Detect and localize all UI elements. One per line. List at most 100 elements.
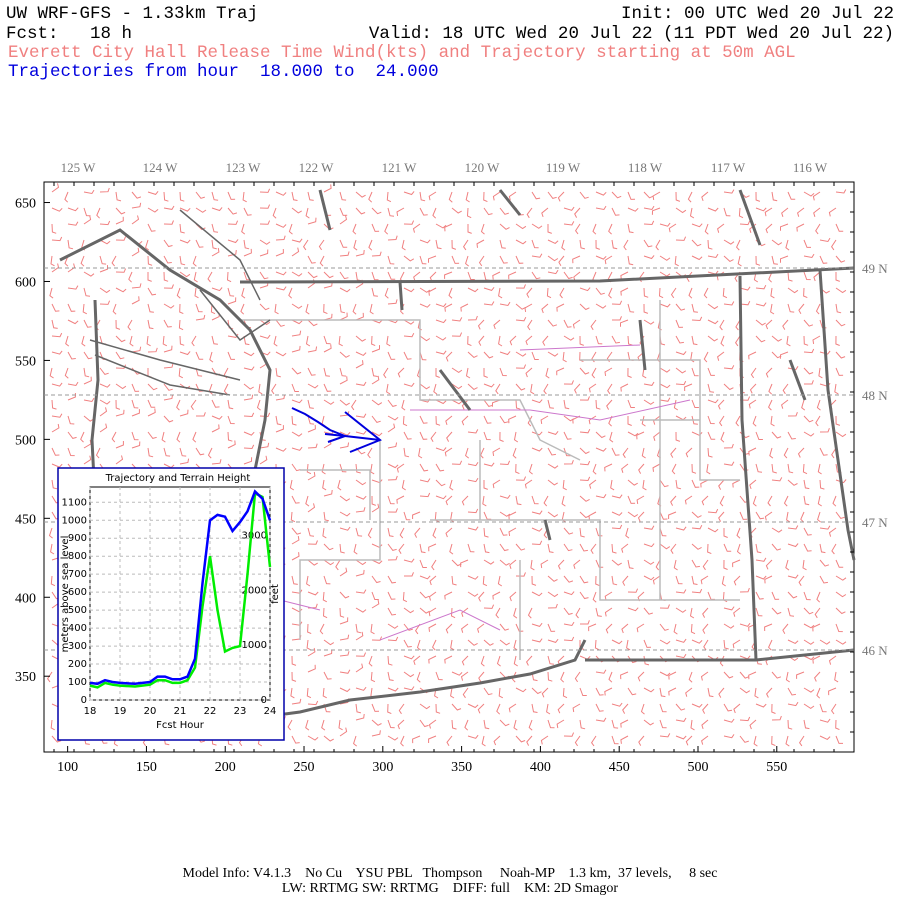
wind-barb: [611, 702, 623, 707]
wind-barb: [99, 187, 110, 193]
wind-barb: [444, 271, 453, 279]
wind-barb: [499, 460, 511, 466]
wind-barb: [623, 239, 629, 251]
wind-barb: [179, 409, 189, 417]
wind-barb: [748, 671, 757, 680]
wind-barb: [541, 687, 549, 698]
wind-barb: [223, 383, 229, 395]
wind-barb: [192, 431, 197, 443]
wind-barb: [318, 239, 325, 251]
wind-barb: [531, 431, 543, 436]
wind-barb: [575, 607, 581, 619]
wind-barb: [115, 409, 125, 417]
wind-barb: [621, 623, 629, 634]
wind-barb: [353, 735, 358, 747]
wind-barb: [498, 687, 504, 699]
wind-barb: [435, 671, 443, 681]
wind-barb: [243, 394, 254, 401]
wind-barb: [493, 735, 501, 746]
wind-barb: [563, 636, 575, 642]
wind-barb: [595, 669, 607, 674]
wind-barb: [753, 271, 759, 283]
wind-barb: [627, 303, 635, 313]
wind-barb: [835, 735, 843, 744]
wind-barb: [787, 431, 796, 440]
wind-barb: [291, 431, 303, 437]
wind-barb: [419, 607, 430, 614]
wind-barb: [835, 335, 840, 346]
wind-barb: [595, 205, 607, 211]
wind-barb: [547, 719, 555, 729]
longitude-label: 123 W: [226, 160, 262, 175]
wind-barb: [545, 367, 550, 379]
wind-barb: [275, 447, 287, 452]
wind-barb: [241, 223, 246, 235]
forecast-hour: Fcst: 18 h: [6, 24, 132, 44]
wind-barb: [595, 287, 605, 295]
wind-barb: [288, 287, 293, 299]
wind-barb: [444, 591, 453, 600]
wind-barb: [403, 431, 412, 440]
wind-barb: [387, 655, 393, 666]
wind-barb: [460, 303, 469, 312]
wind-barb: [653, 415, 661, 425]
wind-barb: [227, 333, 239, 338]
latitude-label: 49 N: [862, 261, 888, 276]
wind-barb: [461, 495, 469, 506]
wind-barb: [339, 431, 351, 436]
wind-barb: [387, 271, 396, 280]
wind-barb: [643, 205, 655, 211]
wind-barb: [256, 399, 261, 411]
wind-barb: [403, 623, 413, 631]
wind-barb: [404, 572, 414, 577]
wind-barb: [195, 239, 204, 248]
wind-barb: [787, 543, 799, 548]
wind-barb: [307, 559, 318, 566]
wind-barb: [243, 412, 255, 418]
data-line: [89, 489, 272, 686]
wind-barb: [675, 236, 687, 241]
wind-barb: [243, 366, 255, 371]
wind-barb: [51, 332, 63, 338]
wind-barb: [483, 415, 492, 424]
wind-barb: [480, 655, 485, 667]
wind-barb: [739, 220, 751, 226]
wind-barb: [691, 335, 698, 346]
wind-barb: [563, 591, 575, 596]
wind-barb: [707, 431, 716, 440]
wind-barb: [271, 383, 277, 395]
wind-barb: [307, 346, 318, 353]
wind-barb: [755, 607, 763, 617]
wind-barb: [429, 575, 437, 586]
wind-barb: [835, 303, 842, 314]
wind-barb: [579, 351, 584, 363]
wind-barb: [370, 671, 376, 683]
wind-barb: [653, 431, 661, 441]
wind-barb: [787, 366, 799, 371]
wind-barb: [819, 447, 828, 456]
wind-barb: [387, 207, 395, 217]
wind-barb: [323, 559, 335, 566]
wind-barb: [525, 655, 533, 666]
wind-barb: [579, 476, 591, 482]
wind-barb: [643, 381, 655, 386]
wind-barb: [638, 463, 645, 474]
wind-barb: [428, 719, 437, 729]
wind-barb: [290, 687, 295, 699]
wind-barb: [765, 559, 773, 570]
wind-barb: [782, 623, 789, 634]
wind-barb: [563, 543, 573, 552]
wind-barb: [339, 495, 351, 502]
wind-barb: [573, 383, 581, 394]
wind-barb: [339, 191, 347, 201]
wind-barb: [291, 607, 303, 613]
wind-barb: [643, 399, 655, 405]
wind-barb: [478, 335, 485, 346]
wind-barb: [611, 575, 618, 586]
longitude-label: 116 W: [793, 160, 828, 175]
wind-barb: [430, 431, 437, 442]
wind-barb: [483, 207, 493, 216]
wind-barb: [560, 671, 565, 683]
wind-barb: [800, 511, 805, 523]
wind-barb: [771, 431, 782, 439]
